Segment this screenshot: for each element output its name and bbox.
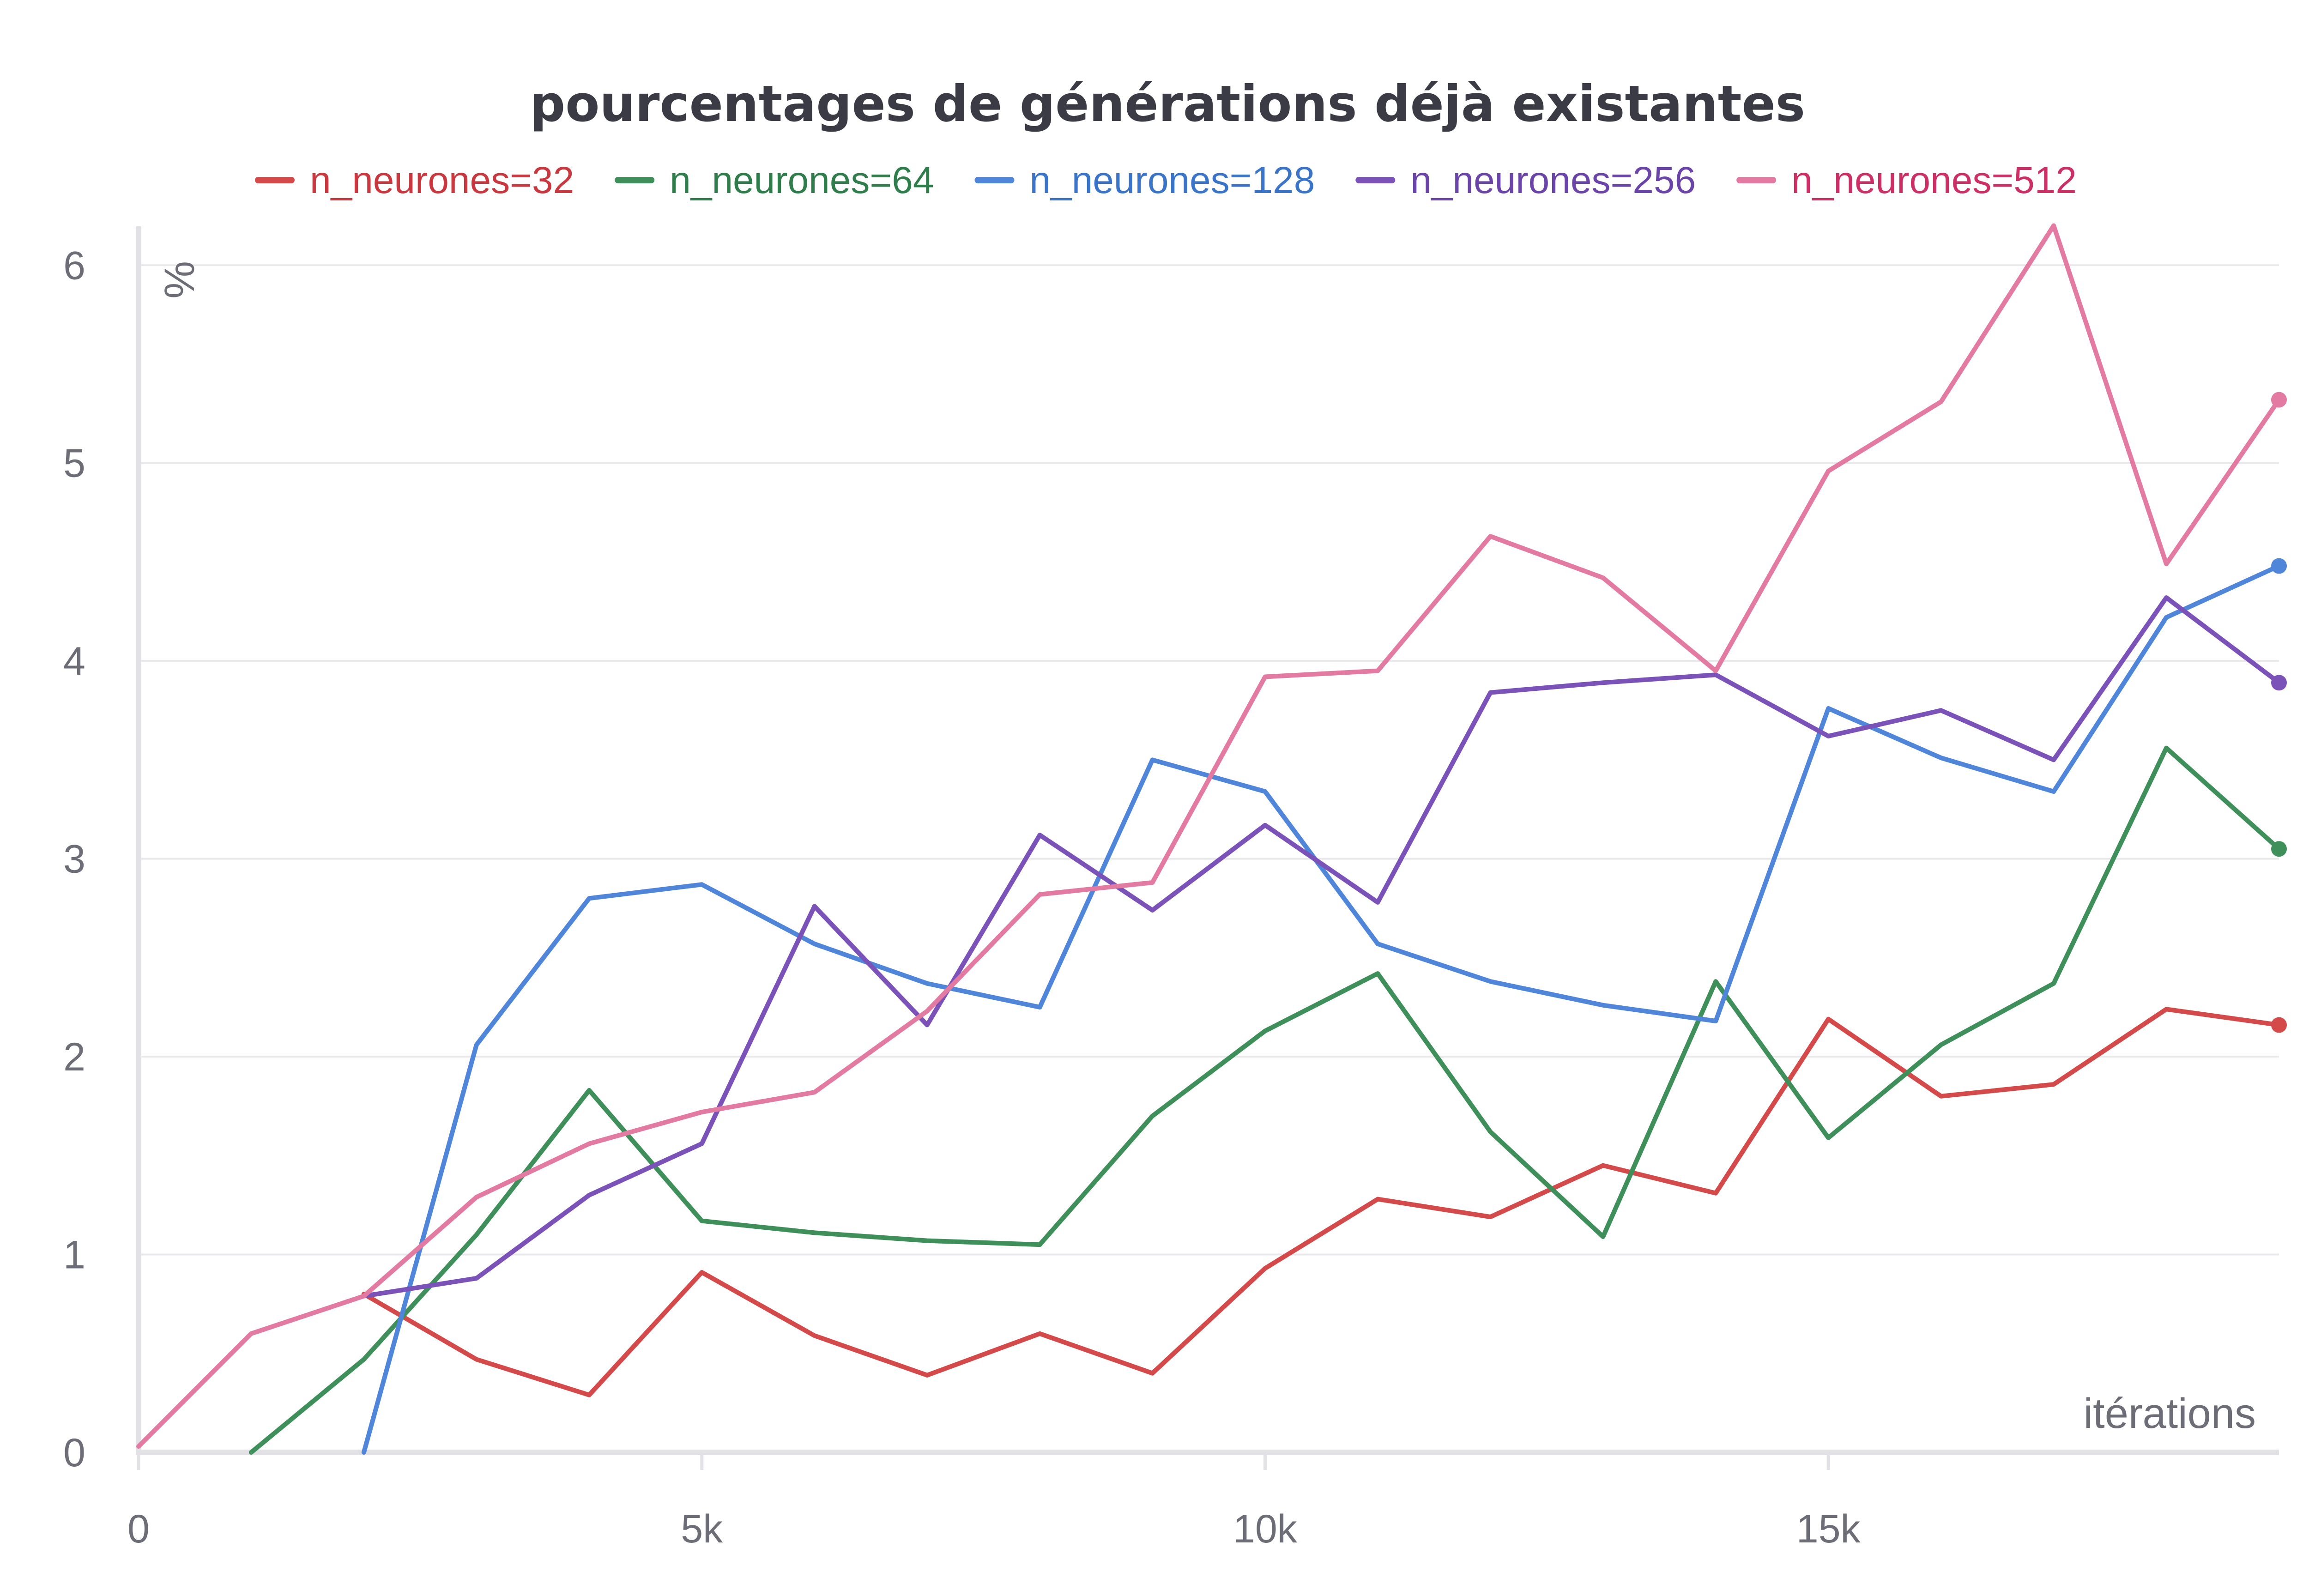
series-3 [361, 558, 2287, 1455]
y-tick-label: 3 [63, 837, 85, 882]
series-layer [136, 223, 2287, 1455]
series-endpoint-marker [2271, 841, 2287, 857]
x-tick-label: 15k [1796, 1507, 1861, 1551]
x-tick-label: 10k [1233, 1507, 1298, 1551]
y-tick-label: 4 [63, 639, 85, 683]
legend-label: n_neurones=512 [1791, 159, 2077, 201]
series-endpoint-marker [2271, 392, 2287, 408]
y-tick-label: 6 [63, 243, 85, 288]
series-line [248, 745, 2281, 1455]
series-endpoint-marker [2271, 558, 2287, 574]
y-tick-label: 0 [63, 1431, 85, 1475]
series-endpoint-marker [2271, 1017, 2287, 1033]
legend: n_neurones=32 n_neurones=64 n_neurones=128… [254, 159, 2077, 201]
x-tick-label: 0 [127, 1507, 150, 1551]
legend-label: n_neurones=64 [670, 159, 934, 201]
series-5 [136, 223, 2287, 1449]
series-endpoint-marker [2271, 675, 2287, 691]
series-2 [248, 745, 2287, 1455]
y-tick-label: 1 [63, 1233, 85, 1277]
series-1 [361, 1007, 2287, 1397]
series-line [361, 595, 2281, 1299]
y-tick-label: 2 [63, 1035, 85, 1079]
series-4 [361, 595, 2287, 1299]
legend-label: n_neurones=32 [310, 159, 574, 201]
legend-label: n_neurones=128 [1029, 159, 1315, 201]
series-line [361, 1007, 2281, 1397]
grid [139, 264, 2279, 1256]
chart-title: pourcentages de générations déjà existan… [530, 75, 1805, 133]
legend-label: n_neurones=256 [1410, 159, 1696, 201]
x-tick-label: 5k [681, 1507, 723, 1551]
y-tick-label: 5 [63, 441, 85, 486]
series-line [361, 563, 2281, 1455]
y-axis-label: % [156, 261, 203, 299]
axes: 0 1 2 3 4 5 6 0 5k 10k 15k [63, 226, 2279, 1551]
x-axis-label: itérations [2084, 1390, 2256, 1437]
series-line [136, 223, 2281, 1449]
